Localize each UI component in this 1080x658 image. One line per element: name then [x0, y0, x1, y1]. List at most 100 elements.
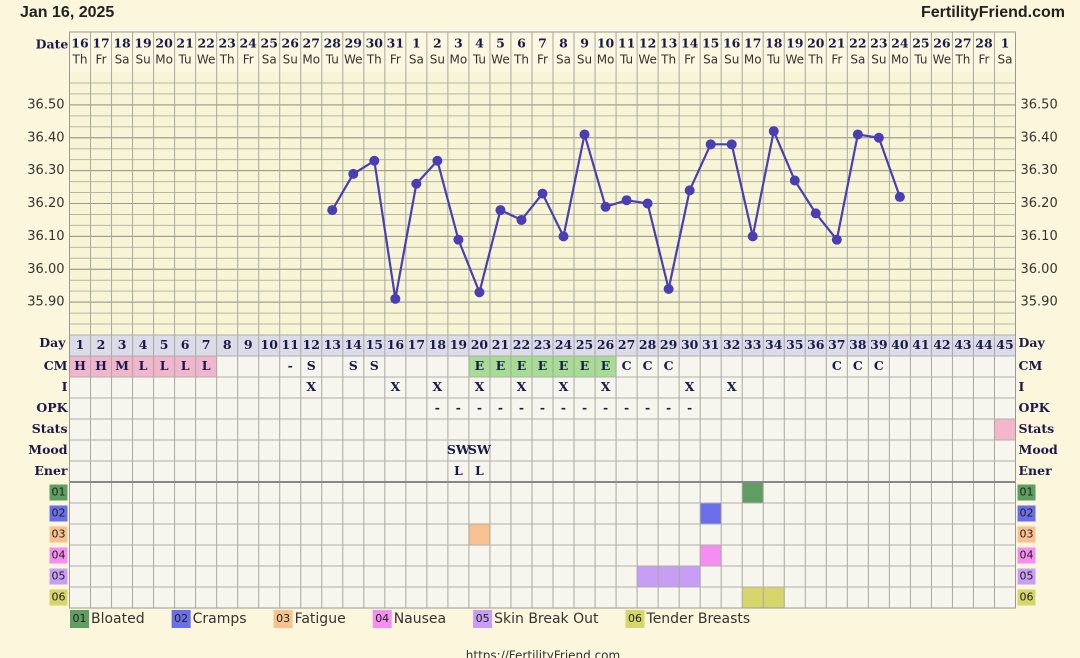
temperature-point[interactable] [873, 132, 884, 143]
weekday-label: We [933, 53, 952, 67]
y-tick-label-right: 36.30 [1021, 163, 1058, 178]
symptom-code: 03 [1020, 528, 1034, 541]
date-label: 16 [723, 36, 741, 51]
temperature-point[interactable] [348, 168, 359, 179]
row-entry: L [475, 463, 484, 478]
temperature-point[interactable] [705, 139, 716, 150]
row-cell [468, 356, 490, 377]
temperature-point[interactable] [621, 195, 632, 206]
weekday-label: Sa [703, 53, 718, 67]
symptom-badge [1017, 568, 1036, 585]
row-entry: E [559, 358, 569, 373]
temperature-point[interactable] [600, 201, 611, 212]
weekday-label: Mo [450, 53, 468, 67]
temperature-point[interactable] [474, 287, 485, 298]
date-label: 17 [92, 36, 109, 51]
weekday-label: Sa [997, 53, 1012, 67]
row-label-right: OPK [1019, 400, 1051, 415]
row-label: CM [44, 358, 68, 373]
date-label: 28 [324, 36, 342, 51]
temperature-point[interactable] [747, 231, 758, 242]
row-entry: C [832, 358, 842, 373]
temperature-point[interactable] [663, 283, 674, 294]
weekday-label: Tu [619, 53, 633, 67]
date-label: 28 [975, 36, 993, 51]
weekday-label: Tu [766, 53, 780, 67]
row-entry: - [645, 400, 650, 415]
row-entry: SW [468, 442, 492, 457]
symptom-code: 03 [52, 528, 66, 541]
y-tick-label: 35.90 [27, 295, 64, 310]
symptom-code: 06 [52, 591, 66, 604]
temperature-point[interactable] [810, 208, 821, 219]
cycle-day: 31 [702, 337, 719, 352]
temperature-point[interactable] [579, 129, 590, 140]
cycle-day: 8 [223, 337, 232, 352]
legend-label: Fatigue [295, 611, 346, 627]
symptom-badge [1017, 589, 1036, 606]
temperature-point[interactable] [726, 139, 737, 150]
row-cell [531, 356, 554, 377]
date-label: 7 [538, 36, 547, 51]
row-entry: SW [447, 442, 471, 457]
row-label-right: CM [1019, 358, 1043, 373]
weekday-label: Su [430, 53, 445, 67]
weekday-label: We [638, 53, 657, 67]
cycle-day: 27 [618, 337, 635, 352]
footer-url[interactable]: https://FertilityFriend.com [466, 649, 620, 658]
chart-border [69, 31, 1016, 609]
temperature-line [331, 127, 901, 300]
weekday-label: Su [871, 53, 886, 67]
temperature-point[interactable] [495, 205, 506, 216]
weekday-label: Su [724, 53, 739, 67]
temperature-point[interactable] [852, 129, 863, 140]
temperature-point[interactable] [789, 175, 800, 186]
site-name[interactable]: FertilityFriend.com [921, 4, 1065, 21]
weekday-label: Su [135, 53, 150, 67]
y-tick-label: 36.50 [27, 97, 64, 112]
temperature-point[interactable] [684, 185, 695, 196]
row-label-right: Stats [1019, 421, 1055, 436]
date-label: 27 [954, 36, 971, 51]
row-entry: X [559, 379, 569, 394]
cycle-day: 25 [576, 337, 593, 352]
date-label: 31 [387, 36, 404, 51]
cycle-day: 10 [261, 337, 279, 352]
date-label: 22 [849, 36, 866, 51]
temperature-point[interactable] [642, 198, 653, 209]
temperature-point[interactable] [453, 234, 464, 245]
row-cell [553, 356, 575, 377]
row-cell [90, 356, 112, 377]
temperature-point[interactable] [411, 178, 422, 189]
chart-date: Jan 16, 2025 [20, 4, 114, 21]
temperature-point[interactable] [831, 234, 842, 245]
legend-label: Nausea [394, 611, 446, 627]
temperature-point[interactable] [390, 293, 401, 304]
temperature-point[interactable] [768, 126, 779, 137]
temperature-point[interactable] [327, 205, 338, 216]
cycle-day: 23 [534, 337, 551, 352]
legend-swatch [273, 610, 293, 628]
date-label: 23 [870, 36, 887, 51]
weekday-label: We [491, 53, 510, 67]
weekday-label: Sa [850, 53, 865, 67]
row-entry: - [561, 400, 566, 415]
temperature-point[interactable] [369, 155, 380, 166]
row-entry: E [538, 358, 548, 373]
row-entry: - [435, 400, 440, 415]
symptom-cell [700, 545, 722, 566]
symptom-code: 02 [52, 507, 66, 520]
temperature-point[interactable] [558, 231, 569, 242]
legend-label: Cramps [193, 611, 247, 627]
cycle-day: 18 [429, 337, 447, 352]
date-label: 20 [155, 36, 173, 51]
row-entry: L [202, 358, 211, 373]
cycle-day: 12 [303, 337, 320, 352]
temperature-point[interactable] [537, 188, 548, 199]
temperature-point[interactable] [432, 155, 443, 166]
legend-swatch [372, 610, 392, 628]
temperature-point[interactable] [516, 214, 527, 225]
cycle-day: 13 [324, 337, 341, 352]
date-label: 18 [765, 36, 783, 51]
temperature-point[interactable] [894, 191, 905, 202]
